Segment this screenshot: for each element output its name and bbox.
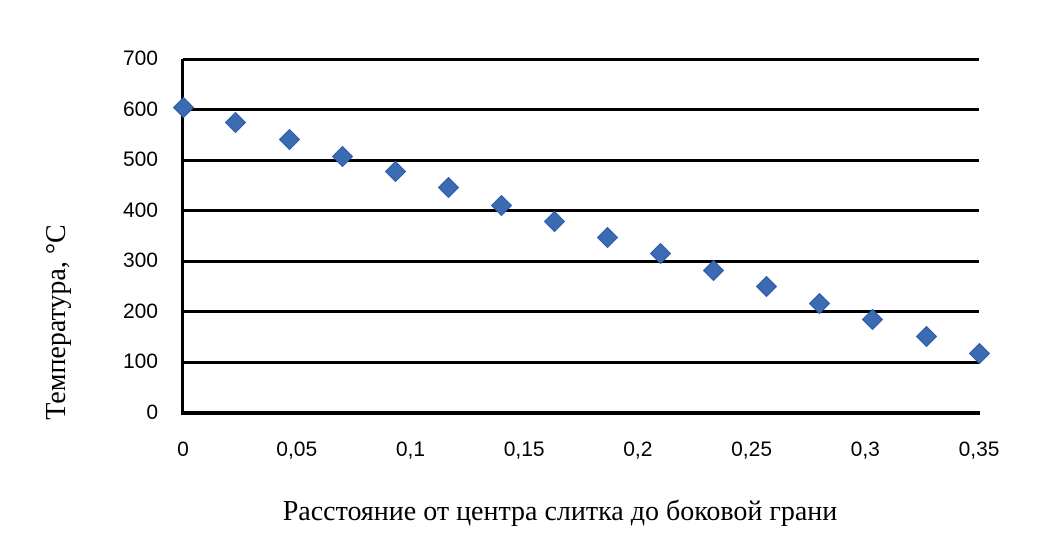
data-point — [915, 326, 937, 348]
x-tick-label: 0,15 — [503, 438, 545, 461]
x-tick-label: 0,3 — [850, 438, 880, 461]
x-axis-line — [181, 411, 980, 415]
data-point — [756, 275, 778, 297]
data-point — [278, 129, 300, 151]
y-gridline-600 — [183, 108, 979, 112]
data-point — [490, 194, 512, 216]
x-tick-label: 0,05 — [276, 438, 318, 461]
data-point — [172, 96, 194, 118]
data-point — [702, 259, 725, 281]
y-axis-title: Температура, °С — [41, 224, 72, 420]
x-tick-label: 0,2 — [623, 438, 653, 461]
data-point — [225, 111, 247, 133]
y-gridline-500 — [183, 158, 979, 162]
data-point — [331, 145, 353, 168]
y-tick-label: 200 — [122, 299, 158, 323]
y-gridline-700 — [183, 57, 979, 61]
x-tick-label: 0,25 — [731, 438, 772, 461]
y-tick-label: 500 — [122, 148, 158, 172]
y-gridline-100 — [183, 360, 979, 364]
data-point — [384, 161, 406, 183]
data-point — [437, 177, 460, 199]
x-tick-label: 0,35 — [958, 438, 1000, 461]
x-tick-label: 0 — [177, 438, 189, 461]
x-axis-title: Расстояние от центра слитка до боковой г… — [282, 496, 838, 527]
y-gridline-400 — [183, 209, 979, 213]
y-axis-line — [181, 59, 184, 415]
y-tick-label: 300 — [122, 249, 158, 273]
y-tick-label: 600 — [122, 97, 158, 121]
y-gridline-300 — [183, 259, 979, 263]
y-tick-label: 100 — [122, 350, 158, 374]
y-tick-label: 0 — [146, 401, 158, 424]
data-point — [543, 211, 565, 233]
y-tick-label: 400 — [122, 198, 158, 222]
y-gridline-200 — [183, 310, 979, 314]
y-tick-label: 700 — [122, 47, 158, 70]
data-point — [596, 226, 619, 249]
x-tick-label: 0,1 — [395, 438, 426, 461]
